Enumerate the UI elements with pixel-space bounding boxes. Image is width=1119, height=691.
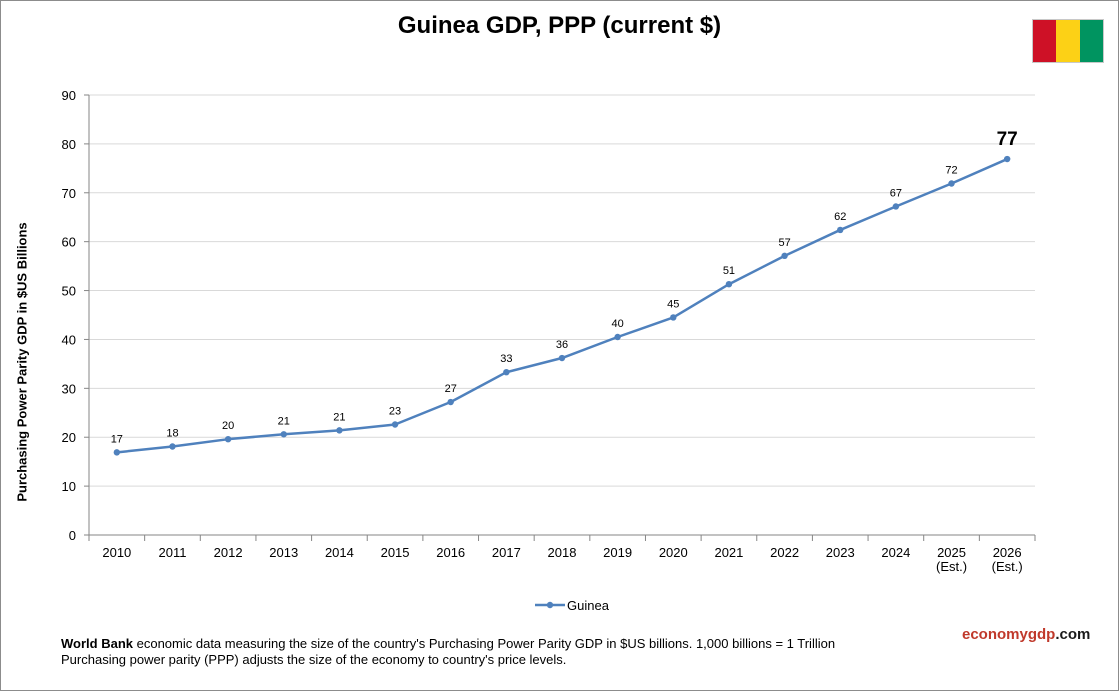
data-label: 45 xyxy=(667,298,679,310)
data-point xyxy=(837,226,844,234)
brand-part-1: economygdp xyxy=(962,626,1056,643)
y-tick-label: 80 xyxy=(62,137,76,152)
data-label: 62 xyxy=(834,211,846,223)
x-tick-label: 2021 xyxy=(714,545,743,560)
footnote-line-2: Purchasing power parity (PPP) adjusts th… xyxy=(61,652,567,667)
data-point xyxy=(391,421,399,428)
data-label: 51 xyxy=(723,265,735,277)
x-tick-label: 2020 xyxy=(659,545,688,560)
data-label: 67 xyxy=(890,187,902,199)
data-point xyxy=(892,203,900,210)
footnote: World Bank economic data measuring the s… xyxy=(61,636,835,668)
footnote-text-1: economic data measuring the size of the … xyxy=(133,636,836,651)
x-tick-label: 2010 xyxy=(102,545,131,560)
data-label: 33 xyxy=(500,353,512,365)
x-tick-label: 2014 xyxy=(325,545,354,560)
footnote-source: World Bank xyxy=(61,636,133,651)
x-tick-label: 2011 xyxy=(158,545,186,560)
data-label: 18 xyxy=(166,428,178,440)
y-tick-label: 20 xyxy=(62,430,76,445)
data-point xyxy=(948,180,955,187)
x-tick-label: 2022 xyxy=(770,545,799,560)
data-label: 21 xyxy=(278,415,290,427)
y-tick-label: 0 xyxy=(69,528,76,543)
x-tick-label: 2012 xyxy=(214,545,243,560)
data-point xyxy=(781,252,788,260)
x-tick-label: 2026 xyxy=(993,545,1022,560)
data-point xyxy=(1003,155,1011,163)
data-label: 77 xyxy=(997,129,1018,150)
y-tick-label: 90 xyxy=(62,88,76,103)
data-point xyxy=(224,435,232,443)
data-label: 23 xyxy=(389,406,401,418)
brand-logo: economygdp.com xyxy=(962,626,1090,643)
legend-marker xyxy=(546,601,554,609)
legend-label: Guinea xyxy=(567,598,610,613)
data-point xyxy=(280,431,287,438)
flag-stripe-green xyxy=(1079,20,1103,62)
data-point xyxy=(336,427,343,434)
data-label: 72 xyxy=(945,164,957,176)
data-point xyxy=(447,398,454,406)
x-tick-label: 2013 xyxy=(269,545,298,560)
data-label: 57 xyxy=(778,237,790,249)
guinea-flag-icon xyxy=(1032,19,1104,63)
x-tick-label: 2024 xyxy=(881,545,910,560)
chart-title: Guinea GDP, PPP (current $) xyxy=(397,12,722,39)
data-label: 36 xyxy=(556,339,568,351)
flag-stripe-yellow xyxy=(1056,20,1080,62)
data-label: 20 xyxy=(222,420,234,432)
series-line-guinea xyxy=(116,157,1008,454)
x-tick-label: (Est.) xyxy=(992,559,1023,574)
data-label: 40 xyxy=(612,318,624,330)
x-tick-label: 2019 xyxy=(603,545,632,560)
data-label: 27 xyxy=(445,383,457,395)
x-tick-label: 2023 xyxy=(826,545,855,560)
data-point xyxy=(670,314,677,321)
data-point xyxy=(169,443,176,450)
x-tick-label: (Est.) xyxy=(936,559,967,574)
x-tick-label: 2018 xyxy=(548,545,577,560)
flag-stripe-red xyxy=(1033,20,1057,62)
y-tick-label: 40 xyxy=(62,332,76,347)
x-tick-label: 2016 xyxy=(436,545,465,560)
brand-part-2: .com xyxy=(1055,626,1091,643)
x-tick-label: 2025 xyxy=(937,545,966,560)
y-tick-label: 50 xyxy=(62,284,76,299)
x-tick-label: 2017 xyxy=(492,545,521,560)
data-point xyxy=(725,281,733,288)
y-tick-label: 30 xyxy=(62,381,76,396)
y-tick-label: 70 xyxy=(62,186,76,201)
data-point xyxy=(614,333,621,341)
data-point xyxy=(503,369,510,376)
footnote-line-1: World Bank economic data measuring the s… xyxy=(61,636,835,652)
data-label: 21 xyxy=(333,411,345,423)
x-tick-label: 2015 xyxy=(381,545,410,560)
data-point xyxy=(113,449,121,456)
data-point xyxy=(558,354,566,362)
y-tick-label: 10 xyxy=(62,479,76,494)
y-tick-label: 60 xyxy=(62,235,76,250)
data-label: 17 xyxy=(111,433,123,445)
